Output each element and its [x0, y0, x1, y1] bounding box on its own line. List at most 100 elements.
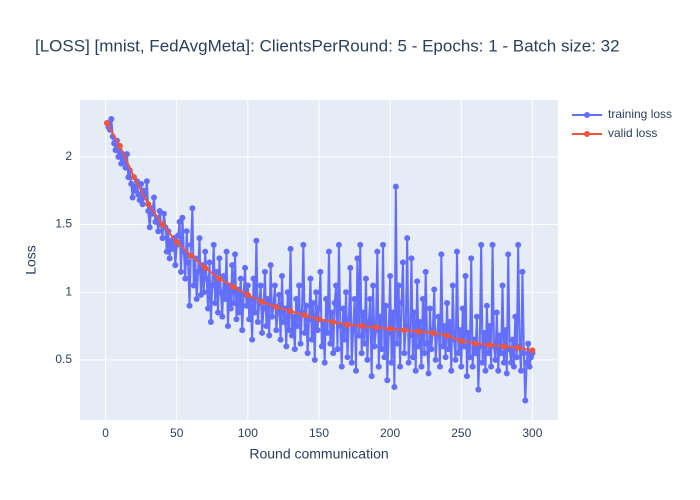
y-tick-label: 2 — [65, 149, 72, 163]
data-point — [341, 336, 348, 343]
data-point — [445, 346, 452, 353]
data-point — [401, 350, 408, 357]
data-point — [458, 363, 465, 370]
data-point — [500, 359, 507, 366]
data-point — [417, 318, 424, 325]
data-point — [175, 232, 182, 239]
data-point — [280, 318, 287, 325]
data-point — [131, 174, 138, 181]
data-point — [186, 302, 193, 309]
data-point — [202, 264, 209, 271]
data-point — [421, 350, 428, 357]
data-point — [307, 275, 314, 282]
data-point — [458, 337, 465, 344]
data-point — [486, 342, 493, 349]
data-point — [230, 283, 237, 290]
data-point — [362, 275, 369, 282]
data-point — [429, 329, 436, 336]
data-point — [112, 147, 119, 154]
data-point — [472, 350, 479, 357]
data-point — [518, 367, 525, 374]
data-point — [409, 354, 416, 361]
data-point — [264, 295, 271, 302]
data-point — [350, 327, 357, 334]
data-point — [340, 305, 347, 312]
data-point — [496, 332, 503, 339]
data-point — [375, 363, 382, 370]
data-point — [313, 289, 320, 296]
data-point — [325, 248, 332, 255]
data-point — [293, 295, 300, 302]
data-point — [367, 295, 374, 302]
data-point — [123, 151, 130, 158]
data-point — [431, 286, 438, 293]
data-point — [210, 241, 217, 248]
data-point — [407, 332, 414, 339]
data-point — [331, 300, 338, 307]
data-point — [257, 282, 264, 289]
data-point — [453, 248, 460, 255]
x-tick-label: 0 — [102, 426, 109, 440]
data-point — [370, 282, 377, 289]
data-point — [348, 359, 355, 366]
data-point — [314, 327, 321, 334]
data-point — [357, 241, 364, 248]
data-point — [266, 332, 273, 339]
data-point — [316, 305, 322, 312]
data-point — [448, 367, 455, 374]
data-point — [214, 309, 221, 316]
data-point — [461, 343, 468, 350]
data-point — [411, 309, 418, 316]
data-point — [327, 340, 334, 347]
data-point — [146, 224, 153, 231]
data-point — [156, 207, 163, 214]
data-point — [368, 373, 375, 380]
x-tick-label: 100 — [238, 426, 258, 440]
data-point — [249, 336, 256, 343]
data-point — [129, 194, 136, 201]
data-point — [300, 241, 307, 248]
data-point — [219, 313, 226, 320]
data-point — [287, 245, 294, 252]
data-point — [274, 309, 281, 316]
data-point — [456, 327, 463, 334]
data-point — [223, 248, 230, 255]
y-axis-title: Loss — [23, 245, 39, 275]
data-point — [217, 289, 224, 296]
data-point — [261, 268, 268, 275]
data-point — [316, 316, 322, 323]
data-point — [468, 255, 475, 262]
data-point — [284, 289, 291, 296]
data-point — [250, 275, 257, 282]
data-point — [173, 239, 180, 246]
data-point — [303, 302, 310, 309]
data-point — [135, 191, 142, 198]
data-point — [381, 354, 388, 361]
data-point — [382, 302, 389, 309]
x-tick-label: 300 — [522, 426, 542, 440]
data-point — [365, 318, 372, 325]
data-point — [444, 300, 451, 307]
data-point — [283, 343, 290, 350]
x-axis-title: Round communication — [249, 446, 388, 462]
data-point — [452, 356, 459, 363]
data-point — [323, 295, 330, 302]
data-point — [334, 346, 341, 353]
data-point — [310, 300, 317, 307]
data-point — [294, 323, 301, 330]
data-point — [239, 327, 246, 334]
data-point — [352, 367, 359, 374]
data-point — [515, 344, 522, 351]
data-point — [364, 356, 371, 363]
x-tick-label: 200 — [380, 426, 400, 440]
data-point — [479, 359, 486, 366]
data-point — [222, 295, 229, 302]
x-tick-label: 50 — [170, 426, 184, 440]
data-point — [333, 282, 340, 289]
data-point — [358, 350, 365, 357]
data-point — [297, 340, 304, 347]
data-point — [277, 336, 284, 343]
data-point — [155, 228, 162, 235]
data-point — [495, 367, 502, 374]
data-point — [279, 272, 286, 279]
